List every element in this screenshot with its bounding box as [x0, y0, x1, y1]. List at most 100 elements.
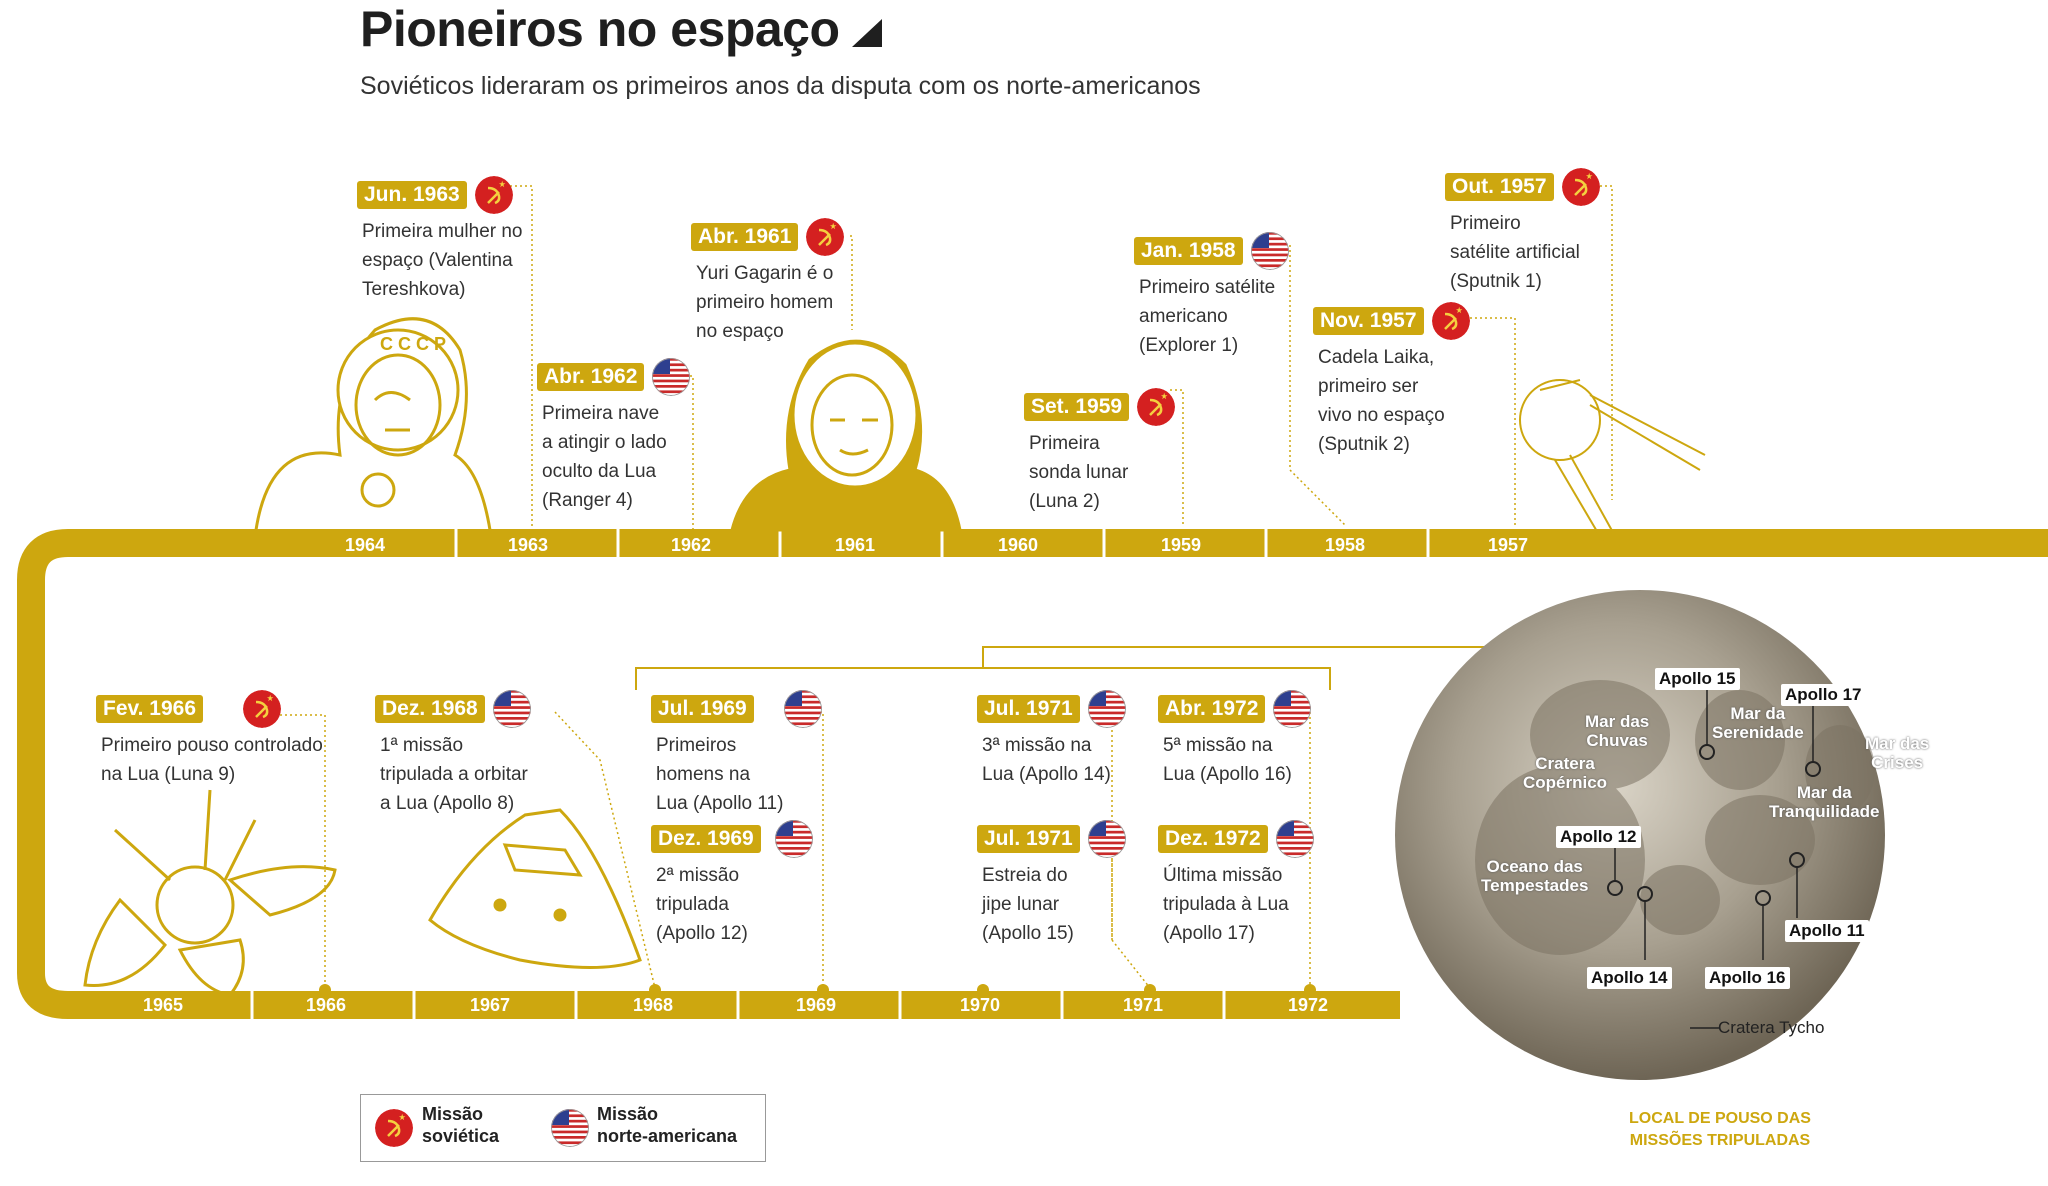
- apollo-site-label: Apollo 12: [1556, 826, 1641, 848]
- event-dots: [319, 537, 1521, 996]
- event-card: Jul. 1969 Primeiros homens na Lua (Apoll…: [651, 690, 822, 818]
- event-date: Dez. 1972: [1158, 825, 1268, 853]
- soviet-flag-icon: [806, 218, 845, 256]
- event-text: Primeira sonda lunar (Luna 2): [1029, 433, 1129, 512]
- legend: Missão soviética Missão norte-americana: [360, 1094, 766, 1162]
- event-text: 5ª missão na Lua (Apollo 16): [1163, 735, 1292, 785]
- soviet-flag-icon: [1431, 302, 1470, 340]
- helmet-text: C C C P: [380, 334, 446, 354]
- event-text: Última missão tripulada à Lua (Apollo 17…: [1163, 865, 1289, 944]
- moon-region-label: Mar das Crises: [1865, 734, 1930, 772]
- event-date: Abr. 1961: [691, 223, 799, 251]
- year-label: 1963: [507, 535, 549, 555]
- event-card: Jul. 1971 Estreia do jipe lunar (Apollo …: [977, 820, 1126, 948]
- year-label: 1958: [1324, 535, 1366, 555]
- event-card: Dez. 1972 Última missão tripulada à Lua …: [1158, 820, 1314, 948]
- event-card: Jul. 1971 3ª missão na Lua (Apollo 14): [977, 690, 1126, 789]
- year-label: 1966: [305, 995, 347, 1015]
- moon-region-label: Mar das Chuvas: [1585, 712, 1650, 750]
- year-label: 1970: [959, 995, 1001, 1015]
- event-date: Abr. 1972: [1158, 695, 1266, 723]
- usa-flag-icon: [492, 690, 531, 728]
- event-date: Jul. 1971: [977, 695, 1080, 723]
- soviet-flag-icon: [1561, 168, 1600, 206]
- event-date: Out. 1957: [1445, 173, 1554, 201]
- event-card: Abr. 1961 Yuri Gagarin é o primeiro home…: [691, 218, 845, 346]
- event-card: Abr. 1972 5ª missão na Lua (Apollo 16): [1158, 690, 1312, 789]
- year-label: 1961: [834, 535, 876, 555]
- gagarin-drawing: [730, 339, 962, 532]
- event-date: Set. 1959: [1024, 393, 1130, 421]
- event-text: Primeiros homens na Lua (Apollo 11): [656, 735, 784, 814]
- timeline-track: [17, 529, 2048, 1019]
- event-date: Jan. 1958: [1134, 237, 1243, 265]
- event-card: Fev. 1966 Primeiro pouso controlado na L…: [96, 690, 323, 789]
- event-card: Nov. 1957 Cadela Laika, primeiro ser viv…: [1313, 302, 1470, 459]
- event-card: Jan. 1958 Primeiro satélite americano (E…: [1134, 232, 1289, 360]
- event-date: Jun. 1963: [357, 181, 467, 209]
- event-text: Primeira nave a atingir o lado oculto da…: [542, 403, 667, 511]
- year-label: 1959: [1160, 535, 1202, 555]
- event-text: 1ª missão tripulada a orbitar a Lua (Apo…: [380, 735, 528, 814]
- usa-flag-icon: [774, 820, 813, 858]
- event-text: 3ª missão na Lua (Apollo 14): [982, 735, 1111, 785]
- moon-region-label: Cratera Copérnico: [1523, 754, 1608, 792]
- moon-region-label: Cratera Tycho: [1718, 1018, 1825, 1037]
- year-label: 1967: [469, 995, 511, 1015]
- year-label: 1962: [670, 535, 712, 555]
- triangle-icon: [851, 18, 882, 47]
- page-title: Pioneiros no espaço: [360, 0, 882, 58]
- usa-flag-icon: [551, 1109, 589, 1147]
- event-date: Nov. 1957: [1313, 307, 1424, 335]
- moon-bracket: [635, 646, 1570, 690]
- year-label: 1971: [1122, 995, 1164, 1015]
- top-separators: [454, 529, 1430, 557]
- usa-flag-icon: [652, 358, 691, 396]
- event-text: Primeiro satélite artificial (Sputnik 1): [1450, 213, 1580, 292]
- bottom-separators: [250, 991, 1226, 1019]
- event-text: Estreia do jipe lunar (Apollo 15): [982, 865, 1074, 944]
- moon-caption: LOCAL DE POUSO DAS MISSÕES TRIPULADAS: [1629, 1110, 1811, 1149]
- event-text: Cadela Laika, primeiro ser vivo no espaç…: [1318, 347, 1445, 455]
- event-card: Out. 1957 Primeiro satélite artificial (…: [1445, 168, 1600, 296]
- moon-region-label: Oceano das Tempestades: [1481, 857, 1589, 895]
- usa-flag-icon: [783, 690, 822, 728]
- year-label: 1969: [795, 995, 837, 1015]
- apollo8-drawing: [428, 808, 642, 969]
- year-label: 1968: [632, 995, 674, 1015]
- event-date: Dez. 1968: [375, 695, 485, 723]
- apollo-site-label: Apollo 11: [1785, 920, 1869, 942]
- page-title-text: Pioneiros no espaço: [360, 1, 840, 57]
- year-label: 1972: [1287, 995, 1329, 1015]
- soviet-flag-icon: [1137, 388, 1176, 426]
- event-date: Abr. 1962: [537, 363, 645, 391]
- moon-region-label: Mar da Serenidade: [1712, 704, 1804, 742]
- event-text: Primeiro satélite americano (Explorer 1): [1139, 277, 1276, 356]
- event-text: 2ª missão tripulada (Apollo 12): [656, 865, 748, 944]
- event-date: Jul. 1971: [977, 825, 1080, 853]
- event-card: Dez. 1968 1ª missão tripulada a orbitar …: [375, 690, 531, 818]
- year-label: 1965: [142, 995, 184, 1015]
- tereshkova-drawing: [254, 317, 492, 531]
- event-date: Dez. 1969: [651, 825, 761, 853]
- usa-flag-icon: [1275, 820, 1314, 858]
- moon-maria: [1475, 680, 1875, 955]
- year-label: 1957: [1487, 535, 1529, 555]
- legend-soviet-label: Missão soviética: [422, 1104, 500, 1146]
- event-text: Yuri Gagarin é o primeiro homem no espaç…: [696, 263, 834, 342]
- page-subtitle: Soviéticos lideraram os primeiros anos d…: [360, 72, 1201, 100]
- event-card: Abr. 1962 Primeira nave a atingir o lado…: [537, 358, 691, 515]
- year-label: 1960: [997, 535, 1039, 555]
- event-text: Primeira mulher no espaço (Valentina Ter…: [362, 221, 523, 300]
- soviet-flag-icon: [375, 1109, 413, 1147]
- soviet-flag-icon: [243, 690, 282, 728]
- event-card: Set. 1959 Primeira sonda lunar (Luna 2): [1024, 388, 1176, 516]
- event-card: Dez. 1969 2ª missão tripulada (Apollo 12…: [651, 820, 813, 948]
- apollo-site-label: Apollo 15: [1655, 668, 1740, 690]
- sputnik-drawing: [1519, 379, 1706, 546]
- event-date: Jul. 1969: [651, 695, 754, 723]
- year-label: 1964: [344, 535, 386, 555]
- landing-pointers: [1614, 690, 1814, 1029]
- moon-region-label: Mar da Tranquilidade: [1769, 783, 1880, 821]
- soviet-flag-icon: [474, 176, 513, 214]
